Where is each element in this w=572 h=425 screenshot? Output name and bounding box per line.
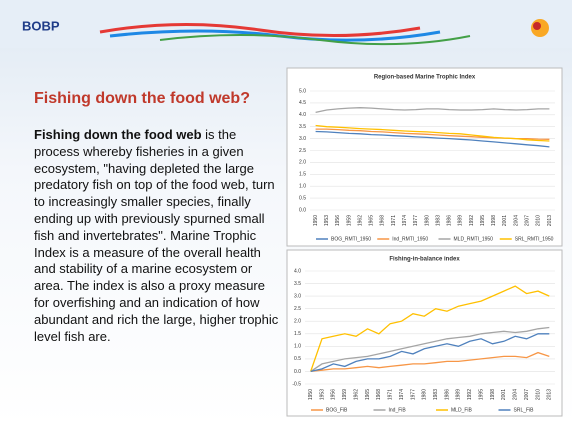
series-line <box>315 124 550 142</box>
legend-label: MLD_FiB <box>451 407 473 413</box>
y-tick-label: 5.0 <box>299 88 306 94</box>
logo: BOBP <box>22 18 60 33</box>
legend-label: MLD_RMTI_1950 <box>454 236 494 242</box>
legend-label: Ind_RMTI_1950 <box>392 236 428 242</box>
chart-title: Region-based Marine Trophic Index <box>374 75 476 81</box>
x-tick-label: 1965 <box>369 215 375 226</box>
y-tick-label: 1.5 <box>299 172 306 178</box>
y-tick-label: 3.0 <box>294 293 301 299</box>
x-tick-label: 1998 <box>491 215 497 226</box>
y-tick-label: 2.5 <box>294 306 301 312</box>
legend-label: SRL_FiB <box>514 407 535 413</box>
x-tick-label: 1956 <box>331 389 337 400</box>
series-line <box>310 333 550 373</box>
x-tick-label: 2004 <box>513 389 519 400</box>
slide-body: Fishing down the food web is the process… <box>34 127 282 345</box>
x-tick-label: 1953 <box>324 215 330 226</box>
legend-label: Ind_FiB <box>389 407 407 413</box>
x-tick-label: 2004 <box>513 215 519 226</box>
x-tick-label: 1992 <box>469 215 475 226</box>
x-tick-label: 1974 <box>399 389 405 400</box>
x-tick-label: 1977 <box>413 215 419 226</box>
chart-title: Fishing-in-balance index <box>389 257 460 263</box>
x-tick-label: 1995 <box>478 389 484 400</box>
x-tick-label: 1962 <box>353 389 359 400</box>
x-tick-label: 1956 <box>335 215 341 226</box>
x-tick-label: 1950 <box>313 215 319 226</box>
legend-label: BOG_FiB <box>326 407 348 413</box>
body-text: is the process whereby fisheries in a gi… <box>34 127 279 344</box>
y-tick-label: 0.0 <box>294 369 301 375</box>
y-tick-label: 1.5 <box>294 331 301 337</box>
emblem <box>533 22 541 30</box>
y-tick-label: 0.5 <box>299 195 306 201</box>
x-tick-label: 1986 <box>447 215 453 226</box>
series-line <box>310 285 550 372</box>
legend-label: BOG_RMTI_1950 <box>331 236 371 242</box>
y-tick-label: 2.0 <box>299 160 306 166</box>
x-tick-label: 1959 <box>346 215 352 226</box>
x-tick-label: 1974 <box>402 215 408 226</box>
x-tick-label: 1998 <box>490 389 496 400</box>
series-line <box>315 130 550 148</box>
x-tick-label: 1995 <box>480 215 486 226</box>
x-tick-label: 2001 <box>501 389 507 400</box>
x-tick-label: 1953 <box>319 389 325 400</box>
x-tick-label: 1971 <box>388 389 394 400</box>
x-tick-label: 1971 <box>391 215 397 226</box>
chart-frame <box>286 67 563 247</box>
y-tick-label: 3.5 <box>299 124 306 130</box>
series-line <box>310 326 550 372</box>
x-tick-label: 1968 <box>380 215 386 226</box>
header-band <box>0 0 572 48</box>
x-tick-label: 1983 <box>433 389 439 400</box>
x-tick-label: 2007 <box>524 215 530 226</box>
x-tick-label: 1989 <box>458 215 464 226</box>
y-tick-label: 3.5 <box>294 281 301 287</box>
x-tick-label: 1965 <box>365 389 371 400</box>
wave-decoration <box>99 22 421 38</box>
x-tick-label: 1959 <box>342 389 348 400</box>
legend-label: SRL_RMTI_1950 <box>515 236 554 242</box>
y-tick-label: 1.0 <box>294 344 301 350</box>
x-tick-label: 1989 <box>456 389 462 400</box>
y-tick-label: 3.0 <box>299 136 306 142</box>
slide-title: Fishing down the food web? <box>34 90 250 107</box>
y-tick-label: 4.5 <box>299 100 306 106</box>
x-tick-label: 1950 <box>308 389 314 400</box>
x-tick-label: 2007 <box>524 389 530 400</box>
x-tick-label: 2010 <box>535 389 541 400</box>
x-tick-label: 1980 <box>424 215 430 226</box>
x-tick-label: 1986 <box>444 389 450 400</box>
charts: Region-based Marine Trophic Index 0.0 0.5 1… <box>286 67 563 417</box>
y-tick-label: 0.0 <box>299 207 306 213</box>
x-tick-label: 2001 <box>502 215 508 226</box>
x-tick-label: 2013 <box>547 389 553 400</box>
series-line <box>310 351 550 373</box>
x-tick-label: 1980 <box>422 389 428 400</box>
series-line <box>315 107 550 114</box>
x-tick-label: 1983 <box>435 215 441 226</box>
x-tick-label: 1992 <box>467 389 473 400</box>
x-tick-label: 1968 <box>376 389 382 400</box>
x-tick-label: 2013 <box>547 215 553 226</box>
y-tick-label: 0.5 <box>294 356 301 362</box>
body-bold: Fishing down the food web <box>34 127 202 142</box>
x-tick-label: 2010 <box>536 215 542 226</box>
y-tick-label: 1.0 <box>299 184 306 190</box>
x-tick-label: 1962 <box>357 215 363 226</box>
y-tick-label: 4.0 <box>294 268 301 274</box>
wave-decoration <box>159 34 471 46</box>
y-tick-label: 4.0 <box>299 112 306 118</box>
y-tick-label: 2.5 <box>299 148 306 154</box>
y-tick-label: 2.0 <box>294 319 301 325</box>
y-tick-label: -0.5 <box>292 381 301 387</box>
x-tick-label: 1977 <box>410 389 416 400</box>
